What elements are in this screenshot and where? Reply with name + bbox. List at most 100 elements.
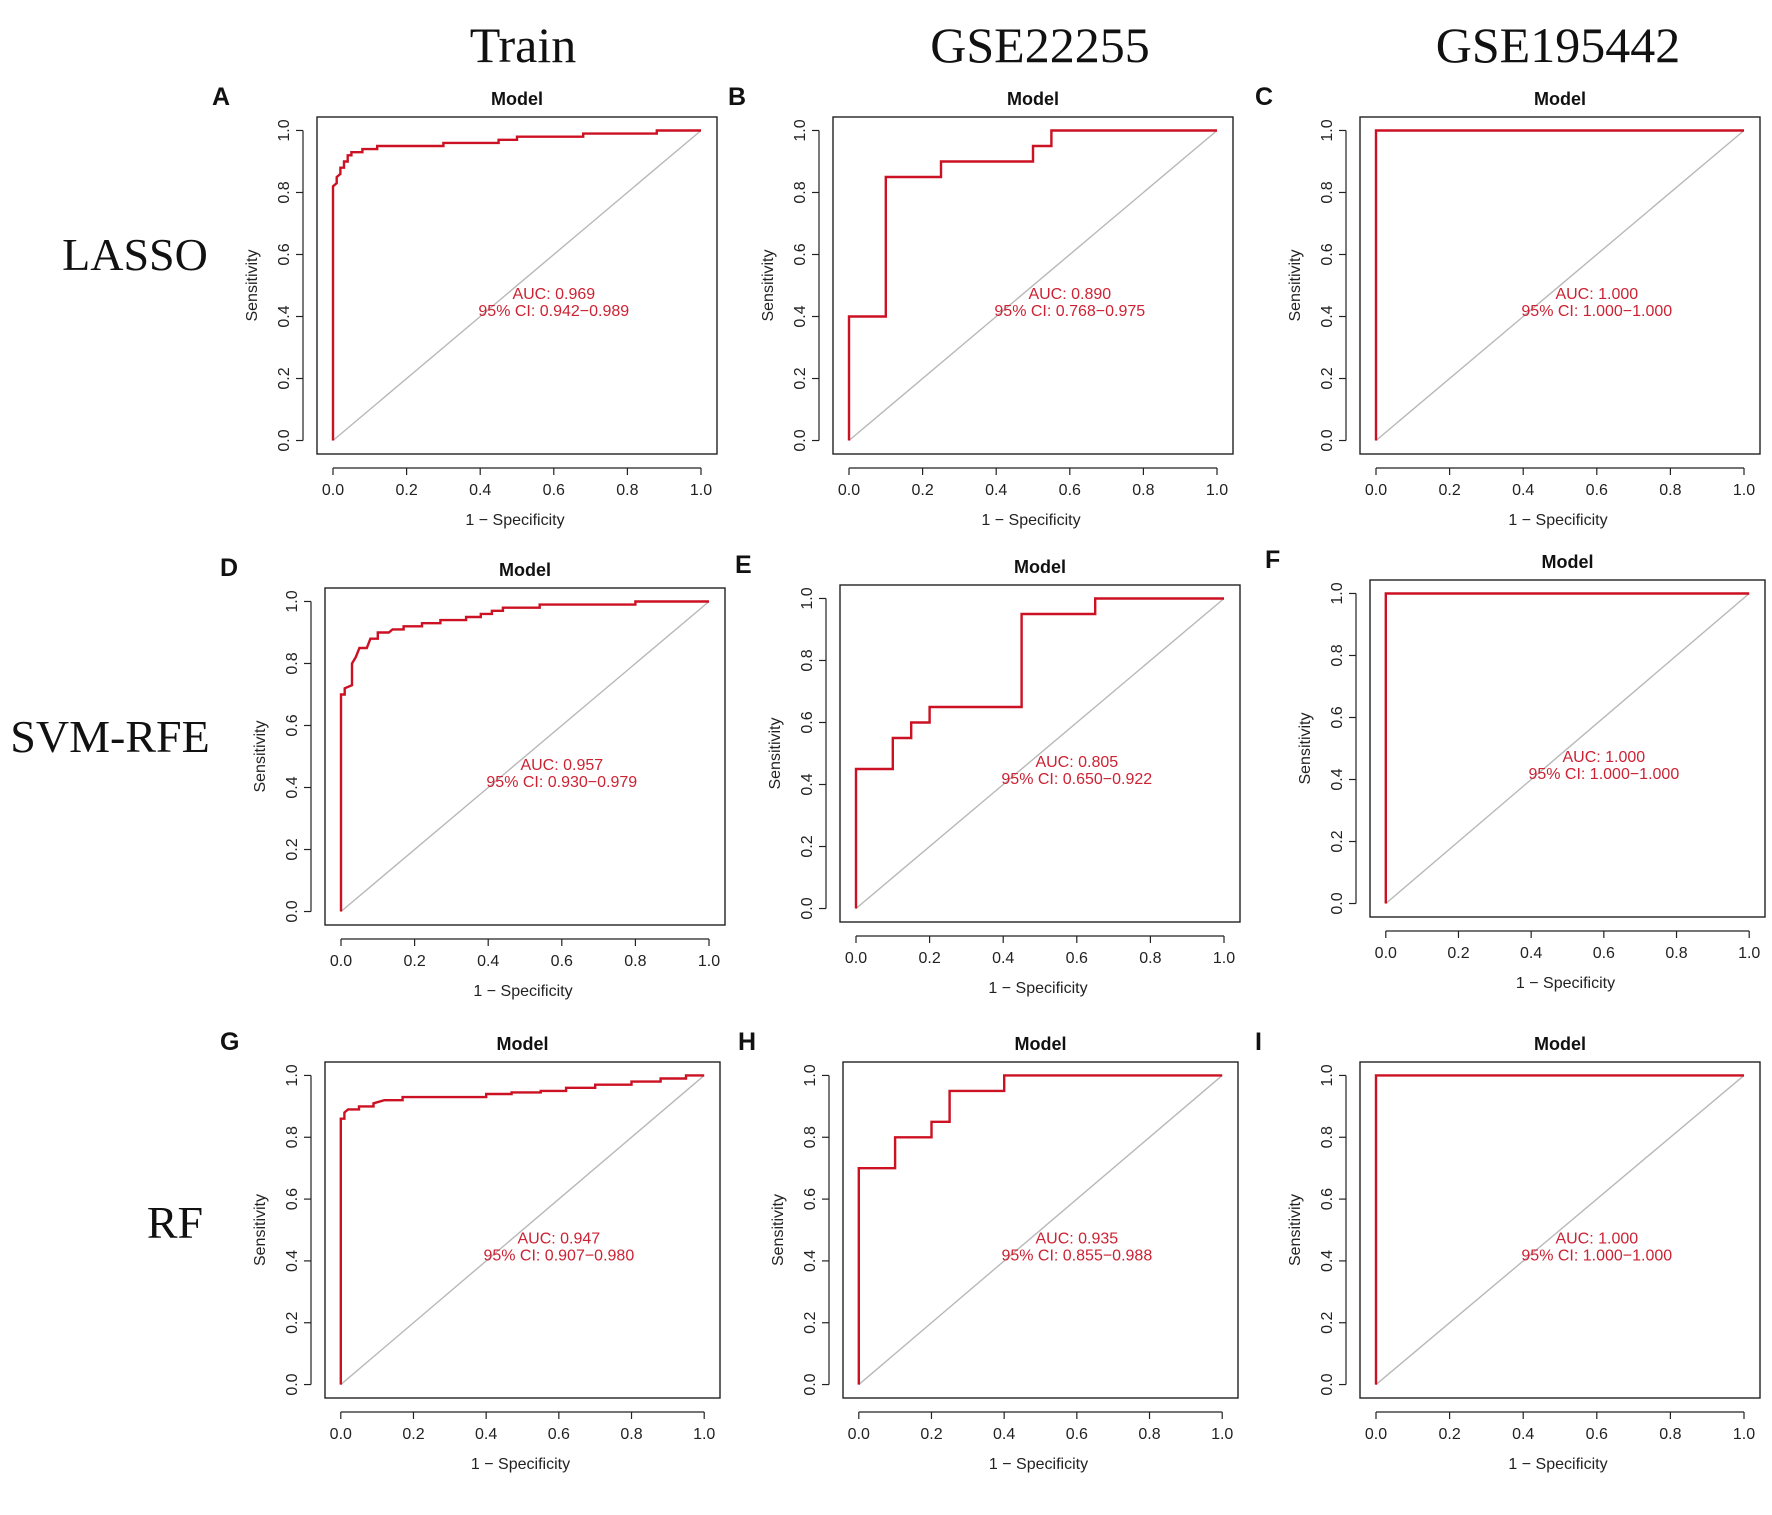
auc-label: AUC: 0.947 [517, 1230, 600, 1247]
plot-frame [324, 587, 726, 926]
panel-title: Model [1534, 1034, 1586, 1054]
x-tick-label: 0.2 [402, 1426, 424, 1443]
auc-label: AUC: 0.969 [512, 286, 595, 303]
y-tick-label: 0.0 [276, 429, 293, 451]
roc-curve [331, 129, 701, 441]
panel-label: A [212, 83, 230, 111]
x-tick-label: 0.2 [920, 1426, 942, 1443]
x-tick-label: 0.4 [1520, 945, 1542, 962]
roc-curve [857, 1074, 1223, 1385]
panel-label: D [220, 554, 238, 582]
panel-title: Model [1015, 1034, 1067, 1054]
x-tick-label: 0.4 [992, 950, 1014, 967]
y-tick-label: 0.2 [792, 367, 809, 389]
y-tick-label: 0.4 [1319, 1250, 1336, 1272]
x-axis-label: 1 − Specificity [1508, 1456, 1607, 1473]
y-tick-label: 1.0 [1329, 582, 1346, 604]
x-tick-label: 0.4 [1512, 482, 1534, 499]
ci-label: 95% CI: 1.000−1.000 [1528, 766, 1679, 783]
y-tick-label: 0.0 [1319, 1373, 1336, 1395]
y-tick-label: 0.4 [284, 776, 301, 798]
x-tick-label: 1.0 [1213, 950, 1235, 967]
y-tick-label: 0.0 [799, 897, 816, 919]
y-tick-label: 0.0 [284, 1373, 301, 1395]
x-tick-label: 1.0 [1206, 482, 1228, 499]
y-tick-label: 0.8 [1319, 1126, 1336, 1148]
x-tick-label: 1.0 [693, 1426, 715, 1443]
panel-label: C [1255, 83, 1273, 111]
x-axis-label: 1 − Specificity [1516, 975, 1615, 992]
y-tick-label: 0.4 [792, 305, 809, 327]
y-tick-label: 0.6 [792, 243, 809, 265]
y-tick-label: 1.0 [1319, 1064, 1336, 1086]
roc-curve [1384, 592, 1750, 904]
roc-curve [847, 129, 1217, 441]
x-axis-label: 1 − Specificity [988, 980, 1087, 997]
reference-diagonal [848, 129, 1218, 442]
y-tick-label: 0.2 [1319, 1312, 1336, 1334]
x-tick-label: 0.2 [1438, 1426, 1460, 1443]
reference-diagonal [855, 597, 1225, 910]
roc-curve [1374, 129, 1744, 441]
y-tick-label: 0.2 [1329, 830, 1346, 852]
plot-frame [324, 1061, 721, 1399]
auc-label: AUC: 1.000 [1555, 286, 1638, 303]
x-tick-label: 0.4 [469, 482, 491, 499]
auc-label: AUC: 0.890 [1028, 286, 1111, 303]
y-axis-label: Sensitivity [760, 249, 777, 321]
y-tick-label: 1.0 [792, 119, 809, 141]
x-axis-label: 1 − Specificity [1508, 512, 1607, 529]
plot-frame [839, 584, 1241, 923]
y-tick-label: 0.8 [799, 649, 816, 671]
reference-diagonal [1385, 592, 1750, 905]
panel-title: Model [1542, 552, 1594, 572]
x-tick-label: 0.2 [1438, 482, 1460, 499]
y-axis-label: Sensitivity [1287, 1194, 1304, 1266]
y-tick-label: 0.2 [284, 1312, 301, 1334]
panel-label: I [1255, 1028, 1262, 1056]
roc-curve [854, 597, 1224, 909]
auc-label: AUC: 0.935 [1035, 1230, 1118, 1247]
y-tick-label: 1.0 [276, 119, 293, 141]
y-axis-label: Sensitivity [1297, 712, 1314, 784]
x-tick-label: 1.0 [698, 953, 720, 970]
reference-diagonal [1375, 1074, 1745, 1386]
x-tick-label: 0.6 [1066, 1426, 1088, 1443]
auc-label: AUC: 1.000 [1562, 749, 1645, 766]
panel-title: Model [491, 89, 543, 109]
x-tick-label: 0.0 [1365, 1426, 1387, 1443]
y-tick-label: 0.8 [792, 181, 809, 203]
column-header: Train [470, 17, 577, 73]
y-tick-label: 0.2 [276, 367, 293, 389]
x-tick-label: 0.2 [911, 482, 933, 499]
roc-panel-f: F Model 0.0 0.2 0.4 0.6 0.8 1.0 1 − Specificity 0… [1265, 546, 1766, 992]
y-tick-label: 0.0 [802, 1373, 819, 1395]
x-tick-label: 0.0 [330, 953, 352, 970]
x-tick-label: 0.0 [1365, 482, 1387, 499]
y-axis-label: Sensitivity [252, 1194, 269, 1266]
reference-diagonal [340, 1074, 705, 1386]
y-tick-label: 0.8 [1329, 644, 1346, 666]
reference-diagonal [332, 129, 702, 442]
y-tick-label: 0.6 [1329, 706, 1346, 728]
panel-title: Model [497, 1034, 549, 1054]
panel-label: H [738, 1028, 756, 1056]
y-tick-label: 0.6 [802, 1188, 819, 1210]
x-tick-label: 0.4 [1512, 1426, 1534, 1443]
ci-label: 95% CI: 0.942−0.989 [478, 303, 629, 320]
y-axis-label: Sensitivity [1287, 249, 1304, 321]
x-tick-label: 0.6 [1586, 1426, 1608, 1443]
y-tick-label: 0.2 [802, 1312, 819, 1334]
column-header: GSE22255 [930, 17, 1149, 73]
y-axis-label: Sensitivity [252, 720, 269, 792]
x-tick-label: 0.6 [1066, 950, 1088, 967]
reference-diagonal [858, 1074, 1223, 1386]
x-tick-label: 0.2 [918, 950, 940, 967]
y-tick-label: 0.8 [802, 1126, 819, 1148]
x-tick-label: 0.0 [848, 1426, 870, 1443]
y-tick-label: 0.4 [799, 773, 816, 795]
x-tick-label: 0.6 [1593, 945, 1615, 962]
x-axis-label: 1 − Specificity [465, 512, 564, 529]
y-tick-label: 0.6 [284, 1188, 301, 1210]
